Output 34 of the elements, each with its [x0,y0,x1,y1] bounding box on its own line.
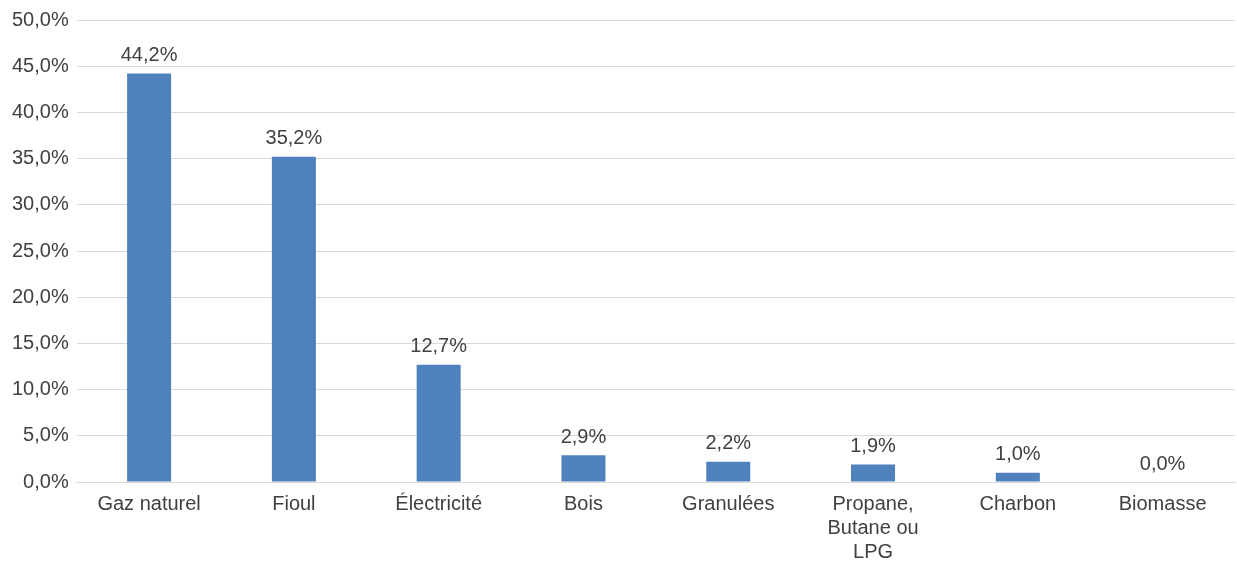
data-label: 35,2% [265,126,323,149]
data-label: 44,2% [120,43,178,66]
y-tick-label: 10,0% [11,377,69,400]
x-tick-label: Biomasse [1118,491,1207,514]
data-label: 2,2% [705,431,752,454]
bar [851,464,896,482]
x-tick-label: Gaz naturel [97,491,201,514]
data-label: 1,9% [850,433,897,456]
bar [706,461,751,482]
x-tick-label: Granulées [682,491,775,514]
x-tick-label: Propane, Butane ou LPG [827,491,919,562]
x-tick-label: Électricité [395,491,483,514]
bar [416,364,461,482]
y-tick-label: 30,0% [11,192,69,215]
data-label: 2,9% [560,424,607,447]
y-tick-label: 45,0% [11,53,69,76]
y-tick-label: 25,0% [11,238,69,261]
y-tick-label: 20,0% [11,284,69,307]
x-tick-label: Fioul [272,491,316,514]
y-tick-label: 0,0% [23,469,69,492]
y-tick-label: 15,0% [11,330,69,353]
bar [127,73,172,482]
bar [271,156,316,482]
y-tick-label: 40,0% [11,99,69,122]
x-tick-label: Bois [564,491,603,514]
x-tick-label: Charbon [979,491,1057,514]
y-tick-label: 50,0% [11,7,69,30]
data-label: 1,0% [995,442,1041,465]
y-tick-label: 5,0% [23,423,69,446]
y-tick-label: 35,0% [11,146,69,169]
data-label: 0,0% [1139,451,1186,474]
bar [995,472,1040,482]
data-label: 12,7% [410,334,468,357]
bar [561,455,606,482]
